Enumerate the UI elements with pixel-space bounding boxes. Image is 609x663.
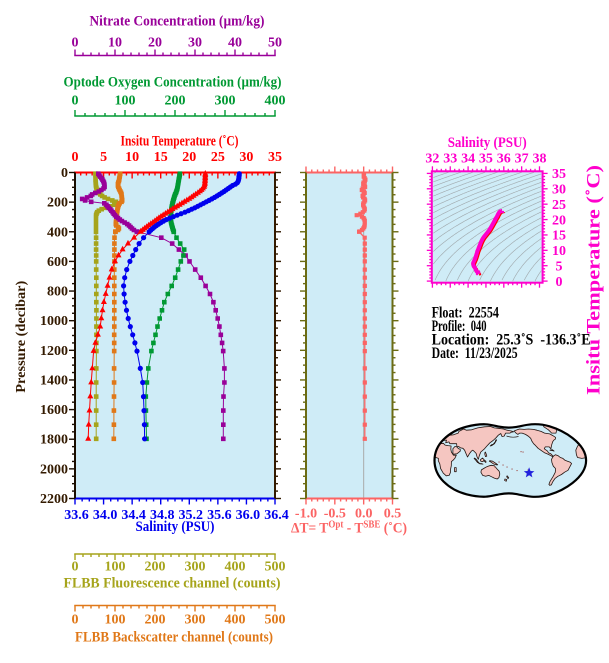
svg-text:2000: 2000 [40, 462, 68, 477]
svg-text:-0.5: -0.5 [324, 506, 346, 521]
svg-text:34: 34 [461, 152, 475, 167]
svg-text:1200: 1200 [40, 344, 68, 359]
svg-text:20: 20 [148, 35, 162, 50]
svg-text:Location: 25.3˚S -136.3˚E: Location: 25.3˚S -136.3˚E [432, 331, 591, 348]
svg-text:100: 100 [115, 93, 136, 108]
svg-text:50: 50 [268, 35, 282, 50]
svg-text:5: 5 [100, 150, 107, 165]
svg-text:35.2: 35.2 [179, 508, 204, 523]
svg-text:400: 400 [225, 613, 246, 628]
svg-text:400: 400 [47, 225, 68, 240]
svg-text:500: 500 [265, 613, 286, 628]
svg-text:Salinity (PSU): Salinity (PSU) [136, 519, 215, 535]
svg-text:200: 200 [165, 93, 186, 108]
svg-text:Salinity (PSU): Salinity (PSU) [448, 135, 527, 151]
svg-text:25: 25 [552, 198, 566, 213]
svg-text:0: 0 [72, 93, 79, 108]
svg-text:0: 0 [72, 560, 79, 575]
svg-text:35.6: 35.6 [207, 508, 232, 523]
svg-text:Insitu Temperature (˚C): Insitu Temperature (˚C) [121, 134, 239, 150]
svg-text:300: 300 [185, 560, 206, 575]
svg-text:300: 300 [215, 93, 236, 108]
svg-text:5: 5 [556, 259, 563, 274]
svg-text:20: 20 [182, 150, 196, 165]
svg-text:0.5: 0.5 [384, 506, 402, 521]
svg-text:33.6: 33.6 [64, 508, 89, 523]
svg-text:36: 36 [497, 152, 511, 167]
svg-text:Float: 22554: Float: 22554 [432, 304, 500, 321]
svg-text:20: 20 [552, 213, 566, 228]
svg-text:30: 30 [239, 150, 253, 165]
svg-text:Nitrate Concentration (µm/kg): Nitrate Concentration (µm/kg) [90, 14, 265, 30]
svg-text:35: 35 [479, 152, 493, 167]
svg-text:0: 0 [72, 150, 79, 165]
svg-text:Optode Oxygen Concentration (µ: Optode Oxygen Concentration (µm/kg) [64, 75, 282, 91]
svg-text:33: 33 [443, 152, 457, 167]
svg-text:15: 15 [154, 150, 168, 165]
svg-text:200: 200 [47, 196, 68, 211]
svg-text:30: 30 [552, 183, 566, 198]
svg-text:0: 0 [72, 35, 79, 50]
svg-text:FLBB Fluorescence channel (cou: FLBB Fluorescence channel (counts) [64, 575, 281, 591]
svg-text:0: 0 [556, 275, 563, 290]
svg-text:15: 15 [552, 229, 566, 244]
svg-text:300: 300 [185, 613, 206, 628]
svg-text:600: 600 [47, 255, 68, 270]
svg-text:1800: 1800 [40, 433, 68, 448]
svg-text:Profile: 040: Profile: 040 [432, 318, 487, 335]
svg-text:35: 35 [552, 167, 566, 182]
svg-text:36.4: 36.4 [264, 508, 289, 523]
svg-text:200: 200 [145, 560, 166, 575]
svg-text:1400: 1400 [40, 374, 68, 389]
svg-text:2200: 2200 [40, 492, 68, 507]
svg-text:Insitu Temperature (˚C): Insitu Temperature (˚C) [584, 165, 605, 395]
svg-text:100: 100 [105, 613, 126, 628]
svg-text:34.4: 34.4 [121, 508, 146, 523]
svg-text:800: 800 [47, 285, 68, 300]
svg-text:Date: 11/23/2025: Date: 11/23/2025 [432, 345, 518, 362]
svg-text:37: 37 [515, 152, 529, 167]
svg-text:500: 500 [265, 560, 286, 575]
svg-text:1600: 1600 [40, 403, 68, 418]
svg-text:10: 10 [108, 35, 122, 50]
svg-text:40: 40 [228, 35, 242, 50]
svg-text:30: 30 [188, 35, 202, 50]
svg-text:0: 0 [72, 613, 79, 628]
svg-text:34.0: 34.0 [93, 508, 118, 523]
svg-text:35: 35 [268, 150, 282, 165]
svg-text:400: 400 [225, 560, 246, 575]
svg-text:ΔT= TOpt - TSBE (˚C): ΔT= TOpt - TSBE (˚C) [291, 519, 407, 536]
svg-text:0: 0 [61, 166, 68, 181]
svg-text:100: 100 [105, 560, 126, 575]
svg-text:38: 38 [533, 152, 547, 167]
svg-text:1000: 1000 [40, 314, 68, 329]
svg-text:36.0: 36.0 [236, 508, 261, 523]
svg-text:400: 400 [265, 93, 286, 108]
svg-text:32: 32 [425, 152, 439, 167]
svg-text:Pressure (decibar): Pressure (decibar) [14, 280, 29, 392]
svg-text:10: 10 [552, 244, 566, 259]
svg-text:25: 25 [211, 150, 225, 165]
svg-text:10: 10 [125, 150, 139, 165]
svg-text:34.8: 34.8 [150, 508, 175, 523]
svg-text:-1.0: -1.0 [295, 506, 317, 521]
svg-text:0.0: 0.0 [355, 506, 373, 521]
svg-text:FLBB Backscatter channel (coun: FLBB Backscatter channel (counts) [75, 630, 273, 646]
svg-text:200: 200 [145, 613, 166, 628]
